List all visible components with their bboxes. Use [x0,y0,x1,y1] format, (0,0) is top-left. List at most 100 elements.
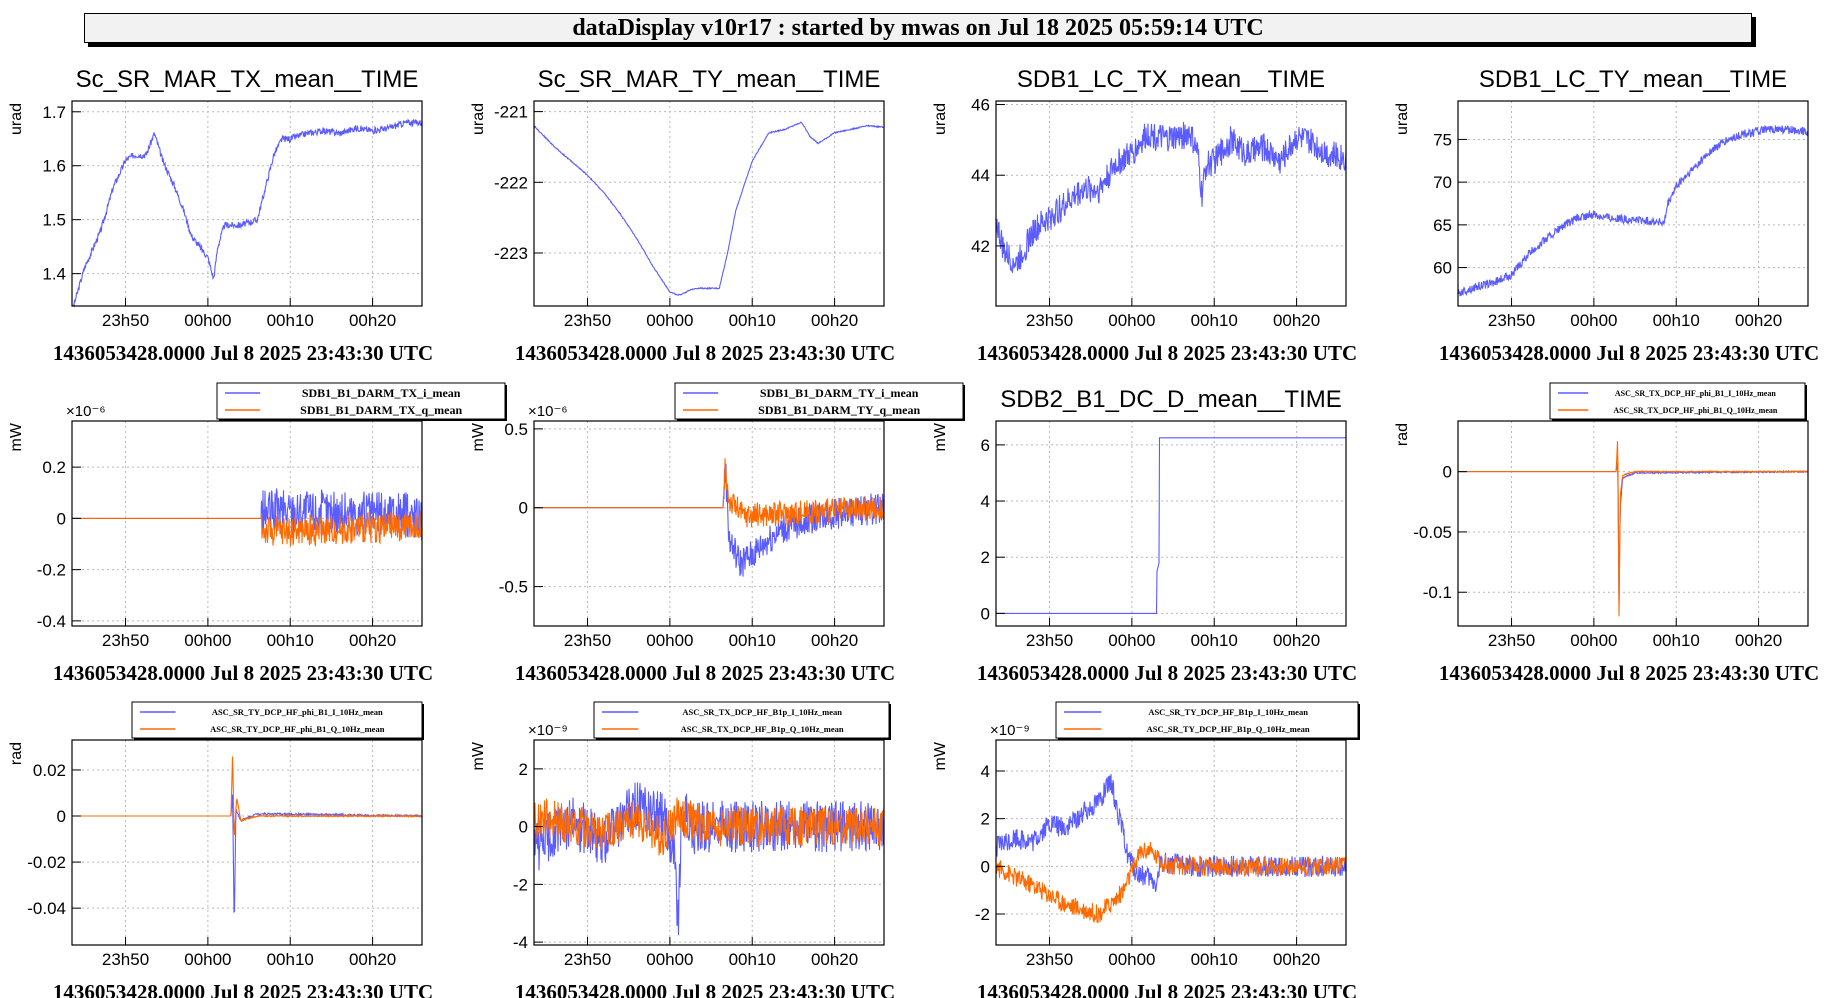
legend-entry: ASC_SR_TX_DCP_HF_phi_B1_I_10Hz_mean [1615,389,1776,398]
legend-entry: ASC_SR_TY_DCP_HF_B1p_Q_10Hz_mean [1147,724,1310,734]
x-tick-label: 00h20 [349,631,396,650]
x-tick-label: 00h00 [646,950,693,969]
y-tick-label: 0.02 [33,761,66,780]
x-tick-label: 00h00 [184,631,231,650]
legend-entry: SDB1_B1_DARM_TY_q_mean [758,403,920,417]
x-tick-label: 00h10 [729,311,776,330]
timestamp-footer: 1436053428.0000 Jul 8 2025 23:43:30 UTC [515,661,895,685]
legend-box [674,382,964,420]
y-tick-label: -0.4 [37,612,66,631]
x-tick-label: 23h50 [102,631,149,650]
timestamp-footer: 1436053428.0000 Jul 8 2025 23:43:30 UTC [977,661,1357,685]
y-tick-label: 0 [57,807,66,826]
x-tick-label: 00h10 [729,631,776,650]
y-tick-label: -0.2 [37,561,66,580]
timestamp-footer: 1436053428.0000 Jul 8 2025 23:43:30 UTC [53,980,433,998]
series-line [72,794,423,914]
series-line [533,782,885,936]
series-line [996,437,1346,614]
series-line [534,458,885,528]
x-tick-label: 00h00 [1108,631,1155,650]
y-tick-label: 1.4 [42,265,66,284]
chart-panel: Sc_SR_MAR_TX_mean__TIME 23h50 00h00 00h10 00… [8,66,433,365]
y-tick-label: -0.02 [27,853,66,872]
chart-panel: 23h50 00h00 00h10 00h20 -0.4 -0.2 0 0.2 mW ×10⁻⁶ 1… [8,382,507,685]
y-tick-label: 70 [1433,173,1452,192]
y-tick-label: 42 [971,237,990,256]
y-tick-label: 4 [981,762,990,781]
y-tick-label: 1.6 [42,157,66,176]
x-tick-label: 00h00 [1108,311,1155,330]
chart-title: SDB1_LC_TY_mean__TIME [1479,66,1787,93]
plot-frame [533,100,885,307]
timestamp-footer: 1436053428.0000 Jul 8 2025 23:43:30 UTC [977,980,1357,998]
y-tick-label: 46 [971,96,990,115]
series-line [995,774,1347,892]
timestamp-footer: 1436053428.0000 Jul 8 2025 23:43:30 UTC [53,661,433,685]
x-tick-label: 23h50 [1488,631,1535,650]
y-tick-label: 0 [519,818,528,837]
x-tick-label: 23h50 [1026,311,1073,330]
y-axis-label: mW [8,422,25,451]
chart-panel: SDB1_LC_TX_mean__TIME 23h50 00h00 00h10 00h2… [932,66,1357,365]
plot-frame [1457,100,1809,307]
chart-panel: 23h50 00h00 00h10 00h20 -2 0 2 4 mW ×10⁻⁹ 14360534… [932,701,1360,998]
y-tick-label: -223 [494,244,528,263]
plot-frame [71,739,423,946]
x-tick-label: 00h20 [349,311,396,330]
legend-entry: ASC_SR_TX_DCP_HF_B1p_Q_10Hz_mean [681,724,844,734]
series-line [1457,125,1809,297]
x-tick-label: 23h50 [1026,631,1073,650]
y-tick-label: 2 [981,548,990,567]
chart-panel: 23h50 00h00 00h10 00h20 -0.04 -0.02 0 0.02 rad 14… [8,701,433,998]
timestamp-footer: 1436053428.0000 Jul 8 2025 23:43:30 UTC [515,341,895,365]
app-title-banner: dataDisplay v10r17 : started by mwas on … [84,13,1752,43]
x-tick-label: 00h20 [1273,311,1320,330]
x-tick-label: 00h20 [1735,631,1782,650]
y-tick-label: 75 [1433,130,1452,149]
series-line [533,121,884,296]
app-title: dataDisplay v10r17 : started by mwas on … [572,14,1264,41]
legend-entry: ASC_SR_TY_DCP_HF_B1p_I_10Hz_mean [1148,707,1308,717]
y-axis-label: mW [932,741,949,770]
chart-panel: 23h50 00h00 00h10 00h20 -0.5 0 0.5 mW ×10⁻⁶ 14360… [470,382,965,685]
y-tick-label: -2 [975,905,990,924]
x-tick-label: 00h10 [1653,631,1700,650]
legend-entry: ASC_SR_TY_DCP_HF_phi_B1_Q_10Hz_mean [210,724,385,734]
y-tick-label: -0.05 [1413,523,1452,542]
legend-box [1055,701,1359,739]
chart-panel: 23h50 00h00 00h10 00h20 -0.1 -0.05 0 rad 1436053… [1394,382,1819,685]
y-tick-label: -0.5 [499,578,528,597]
legend-box [593,701,890,739]
x-tick-label: 00h00 [646,311,693,330]
plot-frame [995,100,1347,307]
timestamp-footer: 1436053428.0000 Jul 8 2025 23:43:30 UTC [1439,661,1819,685]
y-tick-label: -2 [513,875,528,894]
y-axis-label: mW [932,422,949,451]
legend-entry: SDB1_B1_DARM_TX_i_mean [302,386,461,400]
plot-frame [71,100,423,307]
chart-panel: 23h50 00h00 00h10 00h20 -4 -2 0 2 mW ×10⁻⁹ 1436053… [470,701,895,998]
legend-entry: ASC_SR_TX_DCP_HF_B1p_I_10Hz_mean [682,707,842,717]
x-tick-label: 23h50 [102,950,149,969]
y-tick-label: 65 [1433,216,1452,235]
y-axis-label: urad [1394,103,1411,135]
x-tick-label: 00h10 [267,631,314,650]
legend-entry: SDB1_B1_DARM_TY_i_mean [760,386,919,400]
y-tick-label: 44 [971,166,990,185]
chart-title: Sc_SR_MAR_TY_mean__TIME [538,66,881,93]
x-tick-label: 00h20 [1273,950,1320,969]
y-axis-exponent: ×10⁻⁹ [528,722,568,739]
series-line [995,121,1347,274]
x-tick-label: 00h10 [267,950,314,969]
x-tick-label: 00h00 [1570,311,1617,330]
series-line [533,797,885,856]
y-axis-label: urad [932,103,949,135]
y-axis-label: mW [470,422,487,451]
legend-box [1549,382,1806,420]
y-tick-label: -0.1 [1423,583,1452,602]
x-tick-label: 00h20 [1273,631,1320,650]
y-tick-label: -4 [513,933,528,952]
y-tick-label: 4 [981,492,990,511]
y-axis-exponent: ×10⁻⁹ [990,722,1030,739]
